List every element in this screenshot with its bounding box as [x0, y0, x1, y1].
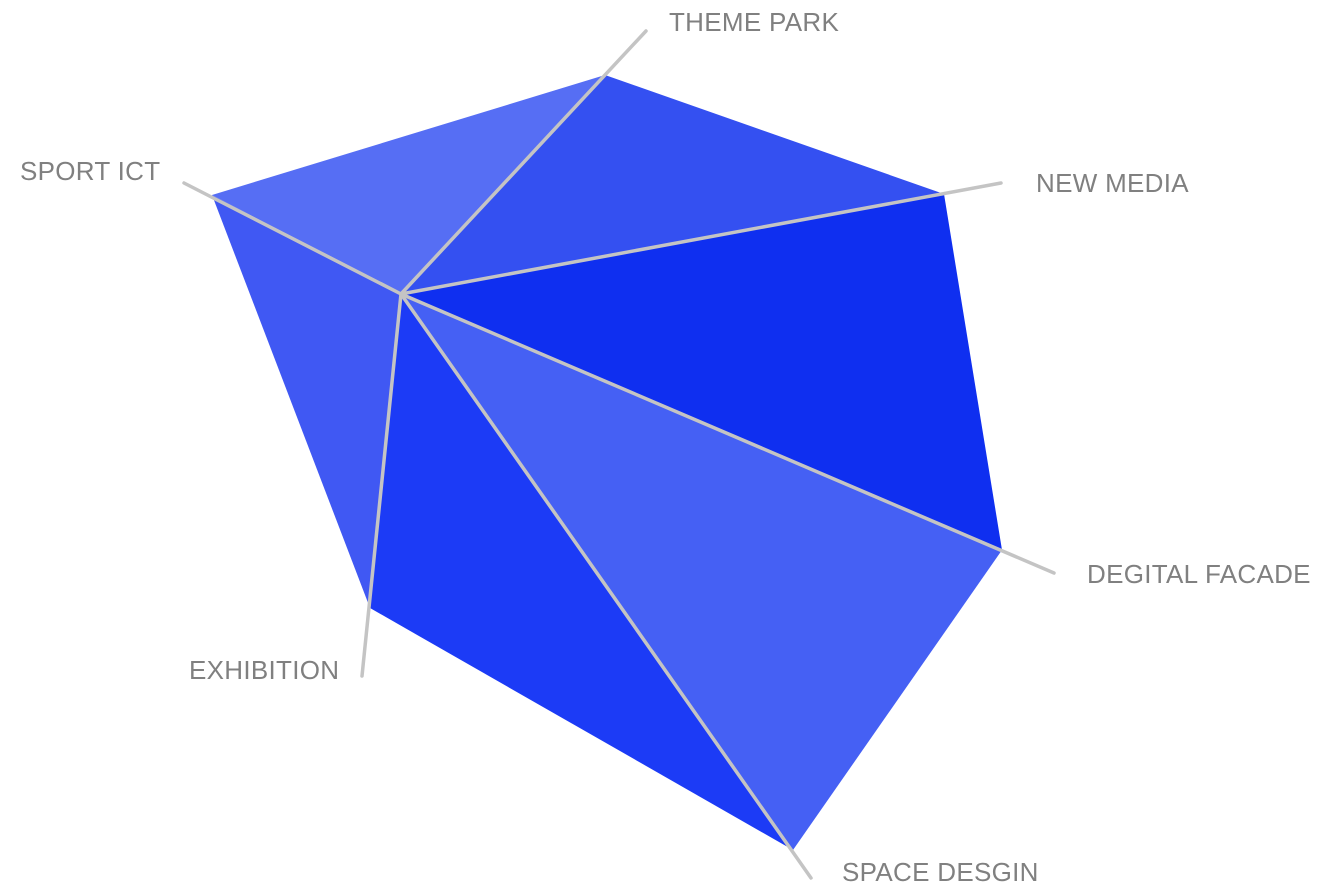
segment-exhibition-sport-ict	[212, 195, 401, 608]
axis-line-exhibition	[360, 292, 403, 678]
label-theme-park: THEME PARK	[669, 7, 839, 37]
segment-theme-park-new-media	[401, 75, 944, 294]
segment-space-desgin-exhibition	[370, 294, 793, 850]
axis-line-sport-ict	[182, 181, 403, 296]
label-degital-facade: DEGITAL FACADE	[1087, 559, 1311, 589]
label-sport-ict: SPORT ICT	[20, 156, 160, 186]
axis-line-theme-park	[399, 29, 648, 296]
axis-line-degital-facade	[399, 292, 1056, 575]
axis-line-new-media	[399, 181, 1003, 296]
label-exhibition: EXHIBITION	[189, 655, 339, 685]
segment-new-media-degital-facade	[401, 194, 1002, 550]
label-space-desgin: SPACE DESGIN	[842, 857, 1039, 886]
segment-sport-ict-theme-park	[212, 75, 605, 294]
label-new-media: NEW MEDIA	[1036, 168, 1189, 198]
axis-line-space-desgin	[399, 292, 813, 880]
segment-degital-facade-space-desgin	[401, 294, 1002, 850]
